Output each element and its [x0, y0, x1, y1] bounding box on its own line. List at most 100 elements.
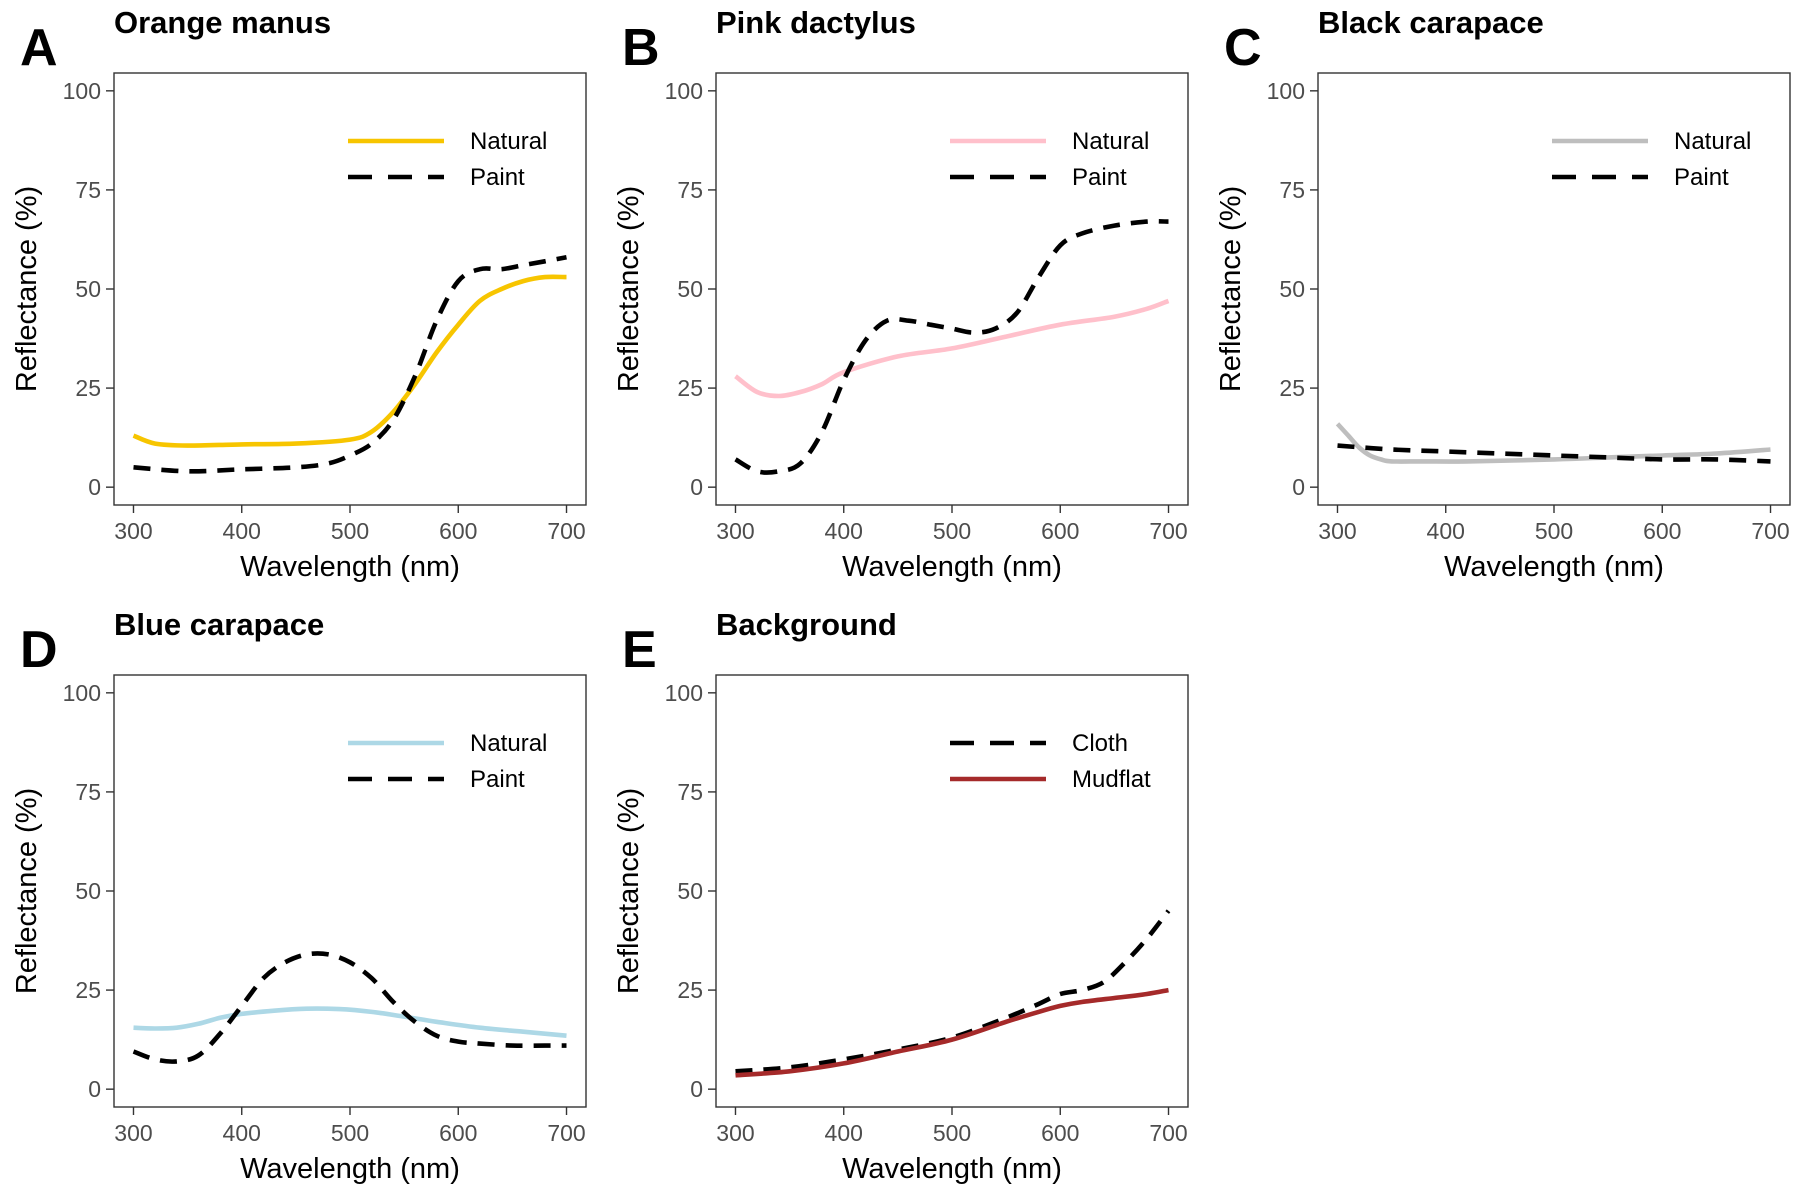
- legend-label: Natural: [1072, 128, 1149, 155]
- x-tick-label: 500: [331, 1120, 369, 1146]
- series-line-natural: [734, 298, 1170, 399]
- panel-title: Pink dactylus: [716, 5, 916, 40]
- y-axis-label: Reflectance (%): [11, 788, 43, 994]
- y-tick-label: 25: [75, 977, 101, 1003]
- panel-a: A Orange manus 0 25 50 75 100 300 400 500 600 700 Wa…: [11, 5, 587, 583]
- x-tick-label: 400: [223, 1120, 261, 1146]
- plot-area: [715, 674, 1189, 1108]
- x-tick-label: 600: [1041, 1120, 1079, 1146]
- y-axis-label: Reflectance (%): [11, 186, 43, 392]
- series-line-paint: [734, 219, 1169, 475]
- x-tick-label: 600: [1643, 518, 1681, 544]
- y-tick-label: 100: [665, 680, 703, 706]
- x-tick-label: 700: [1149, 1120, 1187, 1146]
- y-tick-label: 25: [677, 977, 703, 1003]
- panel-letter: A: [20, 19, 58, 77]
- x-tick-label: 600: [1041, 518, 1079, 544]
- x-tick-label: 500: [933, 1120, 971, 1146]
- x-tick-label: 400: [223, 518, 261, 544]
- panel-letter: C: [1224, 19, 1262, 77]
- x-tick-label: 700: [547, 518, 585, 544]
- x-axis-label: Wavelength (nm): [842, 1153, 1062, 1185]
- x-tick-label: 500: [933, 518, 971, 544]
- y-tick-label: 50: [1279, 276, 1305, 302]
- panel-b: B Pink dactylus 0 25 50 75 100 300 400 500 600 700 W…: [613, 5, 1189, 583]
- x-tick-label: 300: [716, 518, 754, 544]
- y-tick-label: 75: [75, 177, 101, 203]
- x-tick-label: 300: [1318, 518, 1356, 544]
- y-tick-label: 75: [75, 779, 101, 805]
- y-tick-label: 0: [88, 474, 101, 500]
- y-tick-label: 100: [63, 680, 101, 706]
- y-tick-label: 100: [63, 78, 101, 104]
- x-tick-label: 700: [547, 1120, 585, 1146]
- x-axis-label: Wavelength (nm): [240, 1153, 460, 1185]
- series-line-cloth: [735, 909, 1171, 1074]
- panel-letter: E: [622, 621, 657, 679]
- x-tick-label: 600: [439, 518, 477, 544]
- panel-c: C Black carapace 0 25 50 75 100 300 400 500 600 700…: [1215, 5, 1791, 583]
- series-line-paint: [132, 951, 567, 1064]
- panel-title: Blue carapace: [114, 607, 324, 642]
- x-tick-label: 400: [1427, 518, 1465, 544]
- legend-label: Paint: [470, 766, 525, 793]
- x-tick-label: 400: [825, 518, 863, 544]
- x-tick-label: 700: [1149, 518, 1187, 544]
- panel-title: Orange manus: [114, 5, 331, 40]
- legend-label: Natural: [470, 128, 547, 155]
- y-tick-label: 50: [75, 878, 101, 904]
- x-tick-label: 300: [114, 518, 152, 544]
- y-tick-label: 100: [1267, 78, 1305, 104]
- legend-label: Mudflat: [1072, 766, 1151, 793]
- y-axis-label: Reflectance (%): [613, 788, 645, 994]
- y-tick-label: 25: [1279, 375, 1305, 401]
- panel-letter: B: [622, 19, 660, 77]
- y-tick-label: 75: [1279, 177, 1305, 203]
- legend-label: Paint: [1674, 164, 1729, 191]
- plot-area: [1317, 72, 1791, 506]
- x-tick-label: 300: [114, 1120, 152, 1146]
- panel-title: Black carapace: [1318, 5, 1544, 40]
- panel-d: D Blue carapace 0 25 50 75 100 300 400 500 600 700 W…: [11, 607, 587, 1185]
- series-line-mudflat: [735, 987, 1169, 1078]
- series-line-paint: [1337, 443, 1771, 464]
- y-tick-label: 50: [677, 276, 703, 302]
- series-line-paint: [133, 255, 567, 474]
- series-line-natural: [132, 274, 567, 448]
- panel-letter: D: [20, 621, 58, 679]
- y-tick-label: 0: [690, 1076, 703, 1102]
- series-line-natural: [133, 1006, 567, 1038]
- legend-label: Natural: [470, 730, 547, 757]
- x-axis-label: Wavelength (nm): [240, 551, 460, 583]
- x-tick-label: 700: [1751, 518, 1789, 544]
- y-axis-label: Reflectance (%): [1215, 186, 1247, 392]
- y-axis-label: Reflectance (%): [613, 186, 645, 392]
- y-tick-label: 25: [75, 375, 101, 401]
- x-tick-label: 500: [1535, 518, 1573, 544]
- x-tick-label: 400: [825, 1120, 863, 1146]
- x-tick-label: 500: [331, 518, 369, 544]
- y-tick-label: 50: [677, 878, 703, 904]
- y-tick-label: 0: [88, 1076, 101, 1102]
- x-axis-label: Wavelength (nm): [1444, 551, 1664, 583]
- y-tick-label: 0: [1292, 474, 1305, 500]
- y-tick-label: 75: [677, 177, 703, 203]
- x-tick-label: 300: [716, 1120, 754, 1146]
- y-tick-label: 100: [665, 78, 703, 104]
- y-tick-label: 50: [75, 276, 101, 302]
- plot-area: [715, 72, 1189, 506]
- y-tick-label: 75: [677, 779, 703, 805]
- plot-area: [113, 674, 587, 1108]
- x-tick-label: 600: [439, 1120, 477, 1146]
- y-tick-label: 0: [690, 474, 703, 500]
- legend-label: Natural: [1674, 128, 1751, 155]
- x-axis-label: Wavelength (nm): [842, 551, 1062, 583]
- legend-label: Paint: [1072, 164, 1127, 191]
- panel-e: E Background 0 25 50 75 100 300 400 500 600 700 Wave…: [613, 607, 1189, 1185]
- legend-label: Cloth: [1072, 730, 1128, 757]
- series-line-natural: [1335, 422, 1771, 464]
- legend-label: Paint: [470, 164, 525, 191]
- panel-title: Background: [716, 607, 897, 642]
